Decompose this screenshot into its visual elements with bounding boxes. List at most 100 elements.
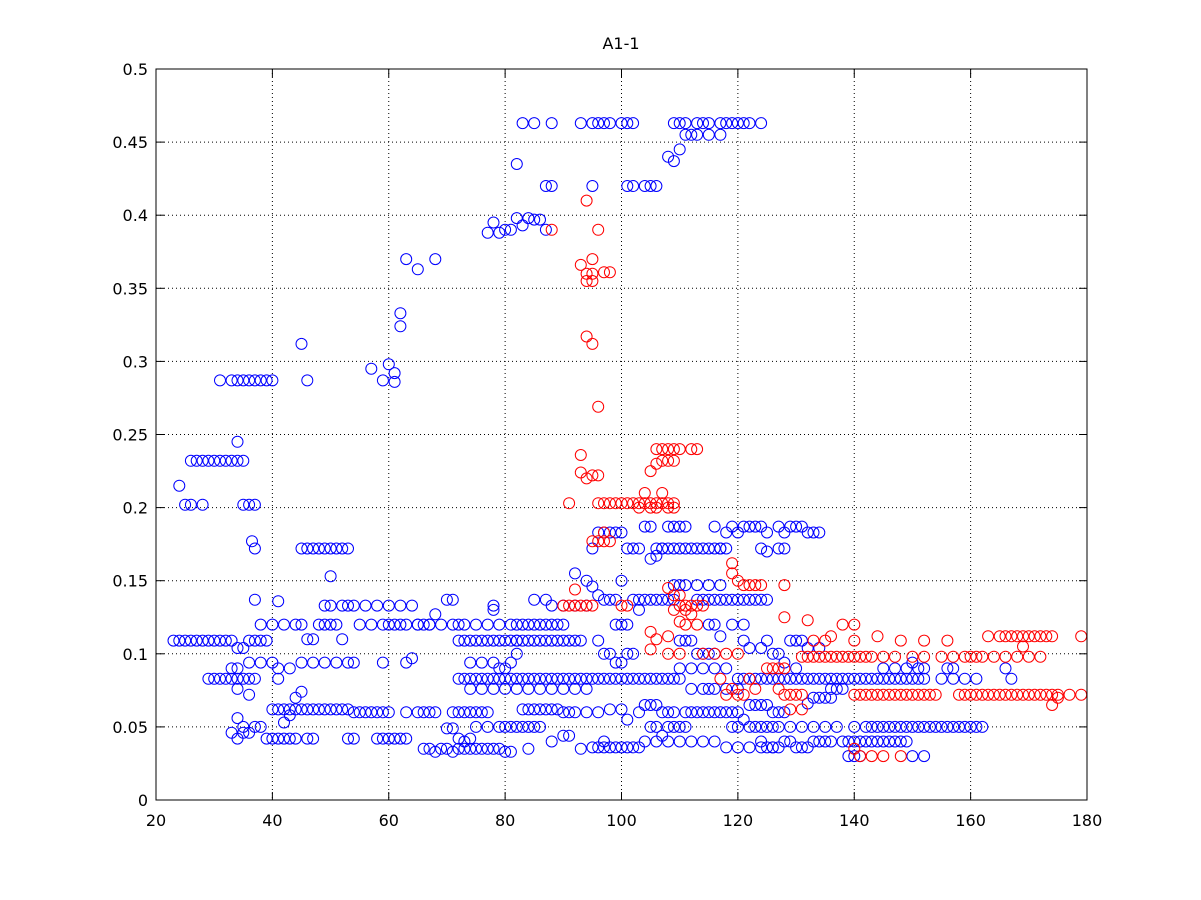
data-point	[307, 656, 320, 669]
data-point	[894, 672, 907, 685]
data-point	[458, 672, 471, 685]
data-point	[592, 117, 605, 130]
x-tick-label: 60	[379, 811, 399, 830]
data-point	[1034, 630, 1047, 643]
data-point	[807, 735, 820, 748]
data-point	[574, 599, 587, 612]
data-point	[516, 219, 529, 232]
data-point	[673, 589, 686, 602]
data-point	[272, 672, 285, 685]
data-point	[848, 650, 861, 663]
data-point	[877, 650, 890, 663]
data-point	[935, 720, 948, 733]
data-point	[586, 599, 599, 612]
data-point	[283, 703, 296, 716]
data-point	[318, 656, 331, 669]
y-tick-label: 0.5	[123, 60, 148, 79]
data-point	[667, 706, 680, 719]
data-point	[819, 720, 832, 733]
data-point	[603, 117, 616, 130]
data-point	[487, 634, 500, 647]
data-point	[347, 656, 360, 669]
y-tick-label: 0	[138, 791, 148, 810]
data-point	[237, 454, 250, 467]
data-point	[691, 618, 704, 631]
data-point	[481, 720, 494, 733]
data-point	[650, 549, 663, 562]
data-point	[825, 735, 837, 748]
data-point	[644, 552, 657, 565]
data-point	[871, 672, 884, 685]
data-point	[708, 647, 721, 660]
data-point	[859, 650, 872, 663]
data-point	[644, 672, 657, 685]
data-point	[795, 720, 808, 733]
data-point	[190, 454, 203, 467]
data-point	[586, 469, 599, 482]
data-point	[388, 367, 401, 380]
data-point	[737, 713, 750, 726]
data-point	[819, 634, 832, 647]
data-point	[755, 117, 768, 130]
data-point	[592, 400, 605, 413]
data-point	[813, 650, 826, 663]
data-point	[766, 647, 779, 660]
data-point	[592, 535, 605, 548]
data-point	[761, 741, 773, 754]
data-point	[248, 634, 261, 647]
data-point	[912, 672, 925, 685]
data-point	[557, 599, 570, 612]
data-point	[411, 618, 424, 631]
data-point	[801, 614, 814, 627]
data-point	[504, 745, 517, 758]
data-point	[219, 454, 232, 467]
data-point	[836, 618, 849, 631]
data-point	[516, 720, 529, 733]
data-point	[883, 735, 896, 748]
data-point	[731, 706, 744, 719]
data-point	[697, 706, 709, 719]
data-point	[900, 720, 913, 733]
data-point	[621, 713, 634, 726]
data-point	[592, 706, 605, 719]
data-point	[545, 735, 558, 748]
data-point	[464, 634, 477, 647]
data-point	[918, 634, 931, 647]
data-point	[487, 599, 500, 612]
data-point	[318, 618, 331, 631]
data-point	[545, 117, 558, 130]
data-point	[1028, 630, 1041, 643]
data-point	[801, 642, 814, 654]
data-point	[743, 593, 756, 606]
data-point	[761, 720, 773, 733]
data-point	[394, 732, 407, 745]
data-point	[749, 699, 762, 711]
data-point	[644, 520, 657, 533]
data-point	[580, 194, 593, 207]
data-point	[662, 706, 675, 719]
data-point	[464, 656, 477, 669]
data-point	[394, 307, 407, 320]
data-point	[766, 662, 779, 675]
data-point	[726, 706, 739, 719]
data-point	[580, 599, 593, 612]
data-point	[673, 720, 686, 733]
data-point	[522, 742, 535, 755]
data-point	[743, 699, 756, 711]
data-point	[603, 703, 616, 716]
data-point	[679, 117, 692, 130]
data-point	[307, 703, 320, 716]
data-point	[673, 735, 686, 748]
data-point	[522, 703, 535, 716]
data-point	[615, 117, 628, 130]
data-point	[714, 672, 727, 685]
data-point	[307, 542, 320, 555]
data-point	[807, 634, 820, 647]
data-point	[423, 742, 436, 755]
data-point	[621, 599, 634, 612]
data-point	[580, 330, 593, 343]
data-point	[342, 732, 354, 745]
data-point	[1011, 688, 1024, 701]
data-point	[877, 688, 890, 701]
data-point	[504, 656, 517, 669]
